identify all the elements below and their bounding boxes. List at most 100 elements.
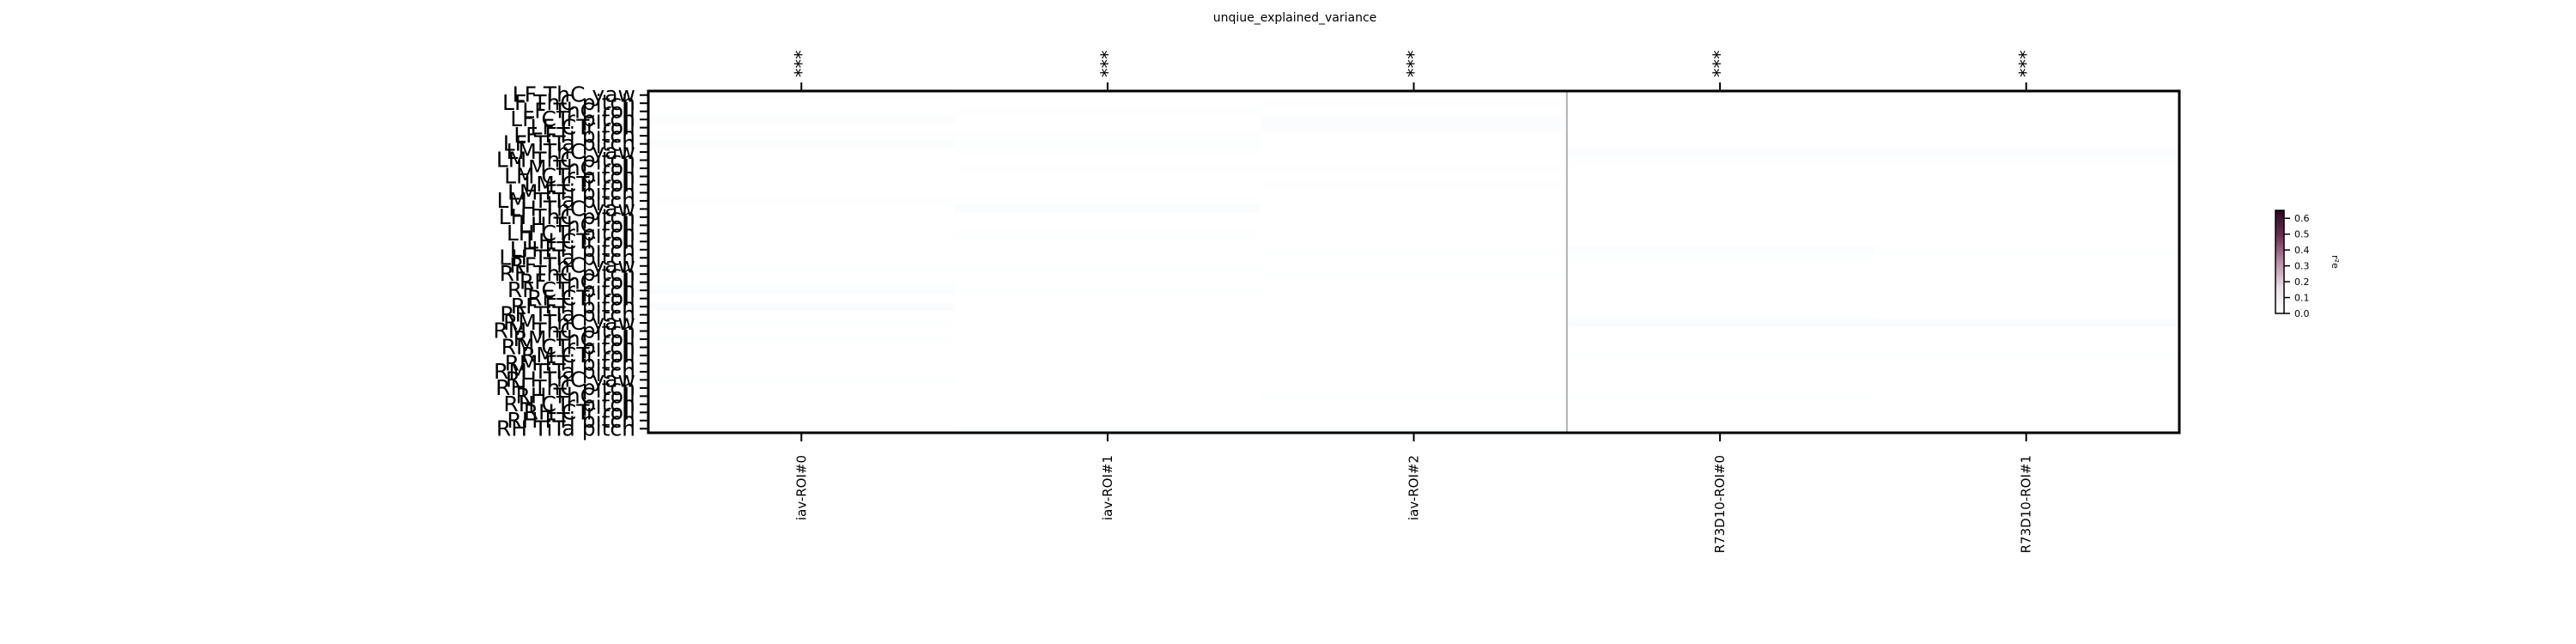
heatmap-cell — [1873, 139, 2180, 149]
heatmap-cell — [1261, 246, 1568, 255]
heatmap-cell — [954, 310, 1261, 319]
heatmap-cell — [954, 131, 1261, 141]
heatmap-cell — [1873, 253, 2180, 263]
heatmap-cell — [1566, 368, 1874, 377]
heatmap-cell — [1566, 286, 1874, 295]
heatmap-cell — [1873, 115, 2180, 125]
x-tick-label: R73D10-ROI#0 — [1712, 455, 1728, 553]
heatmap-cell — [648, 262, 956, 270]
y-tick-label: RF ThC pitch — [500, 261, 635, 286]
y-tick-label: LH CTr pitch — [507, 221, 635, 246]
y-tick-label: RF ThC roll — [519, 270, 635, 295]
heatmap-cell — [1261, 400, 1568, 410]
x-tick-label: iav-ROI#2 — [1406, 455, 1422, 520]
heatmap-cell — [1566, 221, 1874, 230]
y-tick-label: LF ThC roll — [522, 99, 635, 124]
heatmap-cell — [954, 115, 1261, 125]
heatmap-cell — [1873, 286, 2180, 295]
heatmap-cell — [954, 148, 1261, 157]
heatmap-cell — [954, 319, 1261, 328]
colorbar-gradient — [2275, 210, 2285, 314]
heatmap-cell — [648, 424, 956, 434]
heatmap-cell — [648, 351, 956, 361]
y-tick-label: RF CTr roll — [527, 286, 635, 311]
heatmap-cell — [1873, 99, 2180, 108]
heatmap-cell — [648, 139, 956, 149]
heatmap-cell — [1261, 91, 1568, 100]
heatmap-cell — [1873, 148, 2180, 157]
y-tick-label: LM ThC roll — [516, 155, 635, 180]
significance-marker: *** — [1097, 51, 1118, 78]
y-tick-label: LM TiTa pitch — [497, 188, 636, 213]
heatmap-cell — [1261, 123, 1568, 132]
heatmap-cell — [954, 277, 1261, 287]
heatmap-cell — [648, 319, 956, 328]
y-tick-label: RF TiTa pitch — [500, 302, 635, 327]
heatmap-cell — [648, 91, 956, 100]
heatmap-cell — [648, 180, 956, 190]
y-tick-label: LM ThC yaw — [506, 139, 635, 164]
heatmap-cell — [1261, 262, 1568, 270]
heatmap-cell — [648, 270, 956, 279]
heatmap-cell — [648, 99, 956, 108]
heatmap-cell — [1566, 335, 1874, 344]
heatmap-cell — [954, 139, 1261, 149]
heatmap-cell — [954, 286, 1261, 295]
heatmap-cell — [1566, 123, 1874, 132]
heatmap-cell — [1261, 424, 1568, 434]
x-tick-label: R73D10-ROI#1 — [2019, 455, 2034, 553]
heatmap-cell — [954, 188, 1261, 197]
heatmap-cell — [1566, 139, 1874, 149]
heatmap-cell — [648, 237, 956, 246]
heatmap-cell — [1261, 270, 1568, 279]
heatmap-cell — [1261, 115, 1568, 125]
heatmap-cell — [1261, 131, 1568, 141]
heatmap-cell — [648, 375, 956, 385]
heatmap-cell — [1261, 384, 1568, 393]
heatmap-cell — [954, 99, 1261, 108]
heatmap-cell — [954, 106, 1261, 116]
heatmap-cell — [954, 246, 1261, 255]
colorbar-tick-label: 0.1 — [2294, 293, 2310, 304]
heatmap-cell — [648, 221, 956, 230]
heatmap-cell — [954, 375, 1261, 385]
heatmap-cell — [954, 335, 1261, 344]
y-tick-label: LH CTr roll — [526, 228, 635, 253]
heatmap-cell — [648, 302, 956, 312]
heatmap-cell — [1566, 359, 1874, 368]
heatmap-cell — [1873, 384, 2180, 393]
heatmap-cell — [954, 164, 1261, 173]
heatmap-cell — [1873, 277, 2180, 287]
heatmap-cell — [1566, 204, 1874, 214]
heatmap-cell — [1873, 180, 2180, 190]
heatmap-cell — [1261, 335, 1568, 344]
heatmap-cell — [648, 253, 956, 263]
heatmap-cell — [1566, 188, 1874, 197]
y-tick-label: RM CTr pitch — [501, 335, 635, 360]
heatmap-cell — [1873, 91, 2180, 100]
heatmap-cell — [1261, 277, 1568, 287]
heatmap-cell — [648, 213, 956, 222]
heatmap-cell — [954, 424, 1261, 434]
y-tick-label: LM CTr pitch — [504, 164, 635, 189]
heatmap-cell — [954, 351, 1261, 361]
heatmap-cell — [1261, 229, 1568, 239]
y-tick-label: RH CTr pitch — [503, 392, 635, 416]
heatmap-cell — [1261, 180, 1568, 190]
heatmap-cell — [1873, 343, 2180, 352]
y-tick-label: RH ThC yaw — [506, 367, 635, 392]
y-tick-label: LM ThC pitch — [496, 148, 635, 173]
y-tick-label: RH TiTa pitch — [496, 416, 635, 440]
heatmap-cell — [954, 172, 1261, 181]
heatmap-cell — [1873, 416, 2180, 426]
heatmap-cell — [648, 148, 956, 157]
x-tick-label: iav-ROI#0 — [793, 455, 809, 520]
heatmap-cell — [1261, 343, 1568, 352]
heatmap-cell — [1566, 400, 1874, 410]
heatmap-cell — [648, 172, 956, 181]
heatmap-cell — [1873, 164, 2180, 173]
heatmap-cell — [1261, 172, 1568, 181]
heatmap-cell — [954, 229, 1261, 239]
heatmap-cell — [954, 253, 1261, 263]
